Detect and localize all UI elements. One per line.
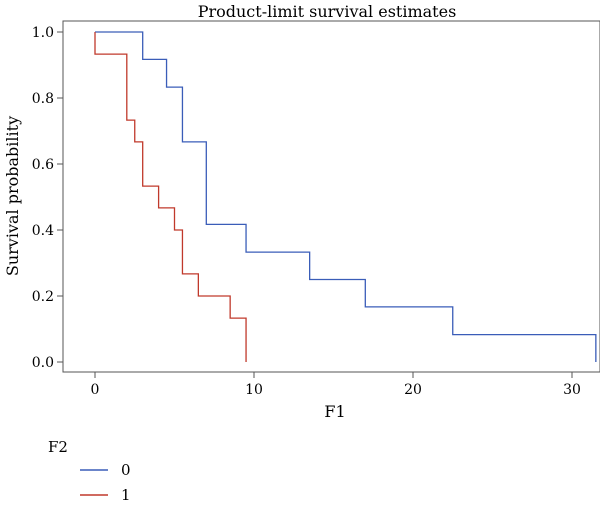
- series-layer: [94, 31, 597, 362]
- legend-title: F2: [48, 438, 68, 456]
- y-tick-label: 0.2: [32, 289, 54, 305]
- x-tick-label: 20: [404, 382, 422, 398]
- legend-label-1: 1: [121, 486, 131, 504]
- legend-label-0: 0: [121, 461, 131, 479]
- series-line-1: [94, 32, 247, 362]
- y-tick-label: 0.6: [32, 157, 54, 173]
- y-tick-label: 0.4: [32, 223, 54, 239]
- legend: F2 0 1: [48, 438, 131, 504]
- x-tick-label: 30: [563, 382, 581, 398]
- series-line-0: [95, 31, 597, 362]
- x-tick-label: 10: [245, 382, 263, 398]
- y-tick-label: 0.0: [32, 355, 54, 371]
- chart-title: Product-limit survival estimates: [198, 2, 457, 21]
- x-tick-label: 0: [91, 382, 100, 398]
- x-axis-label: F1: [324, 402, 345, 421]
- y-axis: 0.0 0.2 0.4 0.6 0.8 1.0: [32, 25, 63, 371]
- x-axis: 0 10 20 30: [91, 372, 581, 398]
- y-tick-label: 0.8: [32, 91, 54, 107]
- plot-frame: [62, 20, 600, 373]
- y-tick-label: 1.0: [32, 25, 54, 41]
- y-axis-label: Survival probability: [3, 116, 22, 276]
